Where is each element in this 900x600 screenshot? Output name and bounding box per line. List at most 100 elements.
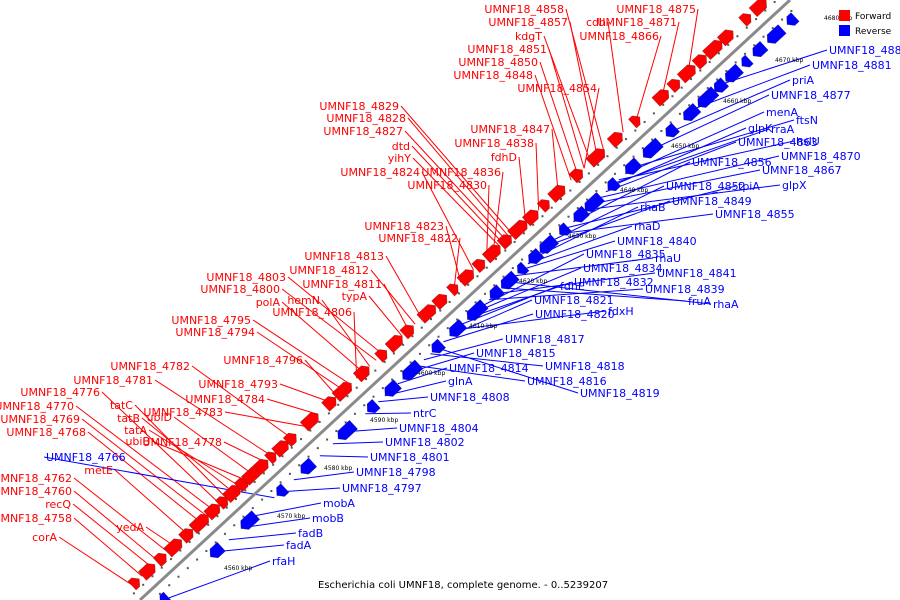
track-dot bbox=[207, 523, 210, 526]
track-dot bbox=[643, 120, 646, 123]
track-dot bbox=[346, 395, 349, 398]
forward-gene-arrow bbox=[651, 89, 669, 107]
connector-line bbox=[553, 185, 665, 241]
reverse-gene-arrow bbox=[713, 77, 730, 93]
forward-gene-label: hemN bbox=[287, 294, 320, 307]
connector-line bbox=[618, 140, 795, 181]
reverse-gene-label: mobA bbox=[323, 497, 355, 510]
track-dot bbox=[530, 249, 533, 252]
connector-line bbox=[469, 281, 573, 319]
forward-gene-label: dtd bbox=[392, 140, 410, 153]
connector-line bbox=[625, 111, 765, 175]
reverse-gene-label: UMNF18_4863 bbox=[738, 136, 818, 149]
forward-gene-label: UMNF18_4858 bbox=[484, 3, 564, 16]
reverse-gene-arrow bbox=[384, 379, 402, 397]
forward-gene-arrow bbox=[374, 349, 388, 363]
connector-line bbox=[456, 310, 607, 331]
track-dot bbox=[418, 352, 421, 355]
connector-line bbox=[615, 128, 770, 184]
track-dot bbox=[430, 318, 433, 321]
track-dot bbox=[244, 489, 247, 492]
reverse-gene-label: hslU bbox=[796, 135, 820, 148]
forward-gene-label: UMNF18_4824 bbox=[340, 166, 420, 179]
track-dot bbox=[736, 35, 739, 38]
forward-gene-arrow bbox=[471, 258, 486, 273]
connector-line bbox=[252, 319, 351, 385]
reverse-gene-label: UMNF18_4820 bbox=[535, 308, 615, 321]
legend-reverse-swatch bbox=[839, 25, 850, 36]
forward-gene-label: UMNF18_4795 bbox=[171, 314, 251, 327]
reverse-gene-label: glpX bbox=[782, 179, 807, 192]
track-dot bbox=[597, 163, 600, 166]
connector-line bbox=[547, 200, 671, 247]
reverse-gene-arrow bbox=[683, 103, 702, 122]
connector-line bbox=[332, 441, 384, 445]
reverse-gene-label: rhaU bbox=[655, 252, 681, 265]
connector-line bbox=[696, 64, 811, 109]
reverse-gene-label: UMNF18_4832 bbox=[574, 276, 654, 289]
reverse-gene-arrow bbox=[431, 338, 446, 354]
tick-label: 4680 kbp bbox=[824, 15, 852, 22]
connector-line bbox=[75, 405, 214, 511]
connector-line bbox=[661, 21, 680, 97]
track-dot bbox=[680, 86, 683, 89]
track-dot bbox=[160, 566, 163, 569]
reverse-gene-label: rhaB bbox=[640, 201, 666, 214]
forward-gene-label: UMNF18_4827 bbox=[323, 125, 403, 138]
track-dot bbox=[567, 215, 570, 218]
track-dot bbox=[755, 18, 758, 21]
forward-gene-arrow bbox=[399, 324, 414, 340]
connector-line bbox=[407, 117, 510, 238]
track-dot bbox=[697, 95, 700, 98]
connector-line bbox=[436, 347, 579, 394]
track-dot bbox=[587, 172, 590, 175]
track-dot bbox=[365, 378, 368, 381]
forward-gene-arrow bbox=[321, 396, 337, 412]
reverse-gene-label: fdxH bbox=[608, 305, 634, 318]
reverse-gene-label: tpiA bbox=[738, 180, 760, 193]
forward-gene-arrow bbox=[203, 503, 221, 521]
reverse-gene-arrow bbox=[300, 457, 318, 475]
reverse-gene-arrow bbox=[466, 299, 489, 321]
track-dot bbox=[532, 223, 535, 226]
forward-gene-label: UMNF18_4758 bbox=[0, 512, 72, 525]
forward-gene-arrow bbox=[352, 365, 370, 383]
forward-gene-label: UMNF18_4871 bbox=[597, 16, 677, 29]
track-dot bbox=[708, 60, 711, 63]
track-dot bbox=[372, 395, 375, 398]
track-dot bbox=[363, 404, 366, 407]
track-dot bbox=[699, 69, 702, 72]
connector-line bbox=[134, 404, 228, 499]
connector-line bbox=[87, 431, 201, 523]
track-dot bbox=[513, 240, 516, 243]
connector-line bbox=[687, 8, 699, 73]
connector-line bbox=[173, 416, 253, 475]
connector-line bbox=[368, 295, 403, 337]
reverse-gene-arrow bbox=[766, 24, 787, 44]
track-dot bbox=[151, 575, 154, 578]
forward-gene-arrow bbox=[666, 78, 681, 93]
tick-label: 4580 kbp bbox=[324, 465, 352, 472]
forward-gene-arrow bbox=[271, 440, 289, 458]
reverse-gene-label: ftsN bbox=[796, 114, 818, 127]
forward-gene-label: UMNF18_4828 bbox=[326, 112, 406, 125]
track-dot bbox=[522, 232, 525, 235]
track-dot bbox=[606, 155, 609, 158]
connector-line bbox=[605, 141, 737, 193]
connector-line bbox=[281, 288, 377, 361]
track-dot bbox=[261, 498, 264, 501]
reverse-gene-label: glpK bbox=[748, 122, 773, 135]
track-dot bbox=[716, 78, 719, 81]
forward-gene-label: UMNF18_4857 bbox=[488, 16, 568, 29]
track-dot bbox=[790, 9, 793, 12]
connector-line bbox=[445, 225, 462, 283]
track-dot bbox=[290, 446, 293, 449]
connector-line bbox=[488, 288, 644, 301]
reverse-gene-label: UMNF18_4766 bbox=[46, 451, 126, 464]
track-dot bbox=[669, 121, 672, 124]
reverse-gene-arrow bbox=[607, 177, 622, 192]
connector-line bbox=[404, 130, 507, 241]
track-dot bbox=[493, 284, 496, 287]
track-dot bbox=[196, 558, 199, 561]
connector-line bbox=[539, 61, 579, 175]
